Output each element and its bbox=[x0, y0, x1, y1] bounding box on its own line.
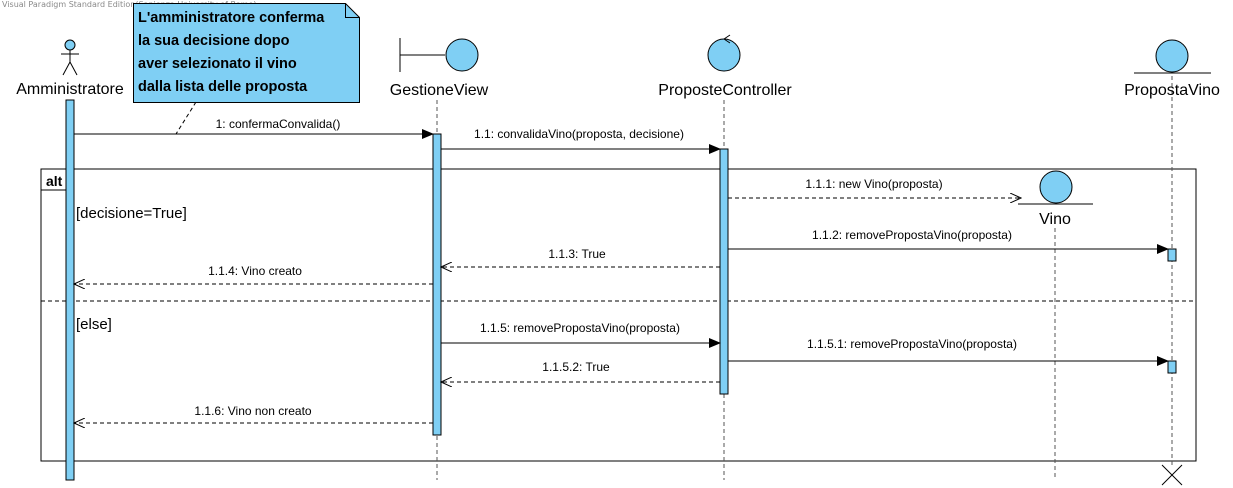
control-icon bbox=[707, 34, 741, 72]
message-1-1-5-2-label: 1.1.5.2: True bbox=[542, 360, 610, 374]
guard-else: [else] bbox=[76, 316, 112, 333]
actor-amministratore: Amministratore bbox=[16, 39, 124, 98]
watermark-text: Visual Paradigm Standard Edition(Sapienz… bbox=[2, 0, 257, 9]
message-1-1-2-label: 1.1.2: removePropostaVino(proposta) bbox=[812, 228, 1012, 242]
message-1-1-5-1: 1.1.5.1: removePropostaVino(proposta) bbox=[728, 337, 1169, 366]
activation-bars bbox=[65, 99, 1177, 481]
activation-propostavino-1 bbox=[1167, 248, 1177, 262]
note-line: aver selezionato il vino bbox=[138, 56, 297, 72]
message-1-1-5-label: 1.1.5: removePropostaVino(proposta) bbox=[480, 321, 680, 335]
message-1-1-3-label: 1.1.3: True bbox=[548, 247, 606, 261]
note: L'amministratore conferma la sua decisio… bbox=[133, 3, 360, 103]
entity-vino: Vino bbox=[1018, 170, 1093, 228]
alt-fragment: alt [decisione=True] [else] bbox=[40, 168, 1197, 462]
fragment-operator-label: alt bbox=[46, 173, 63, 189]
note-text: L'amministratore conferma la sua decisio… bbox=[138, 7, 353, 99]
message-1-1-4-label: 1.1.4: Vino creato bbox=[208, 264, 302, 278]
entity-vino-icon bbox=[1018, 170, 1093, 205]
activation-gestioneview bbox=[432, 133, 442, 436]
message-1-1-5: 1.1.5: removePropostaVino(proposta) bbox=[441, 321, 721, 348]
activation-amministratore bbox=[65, 99, 75, 481]
message-1-1-6-label: 1.1.6: Vino non creato bbox=[194, 404, 312, 418]
message-1-1-3: 1.1.3: True bbox=[441, 247, 720, 267]
message-1-1-2: 1.1.2: removePropostaVino(proposta) bbox=[728, 228, 1169, 254]
entity-vino-label: Vino bbox=[1039, 211, 1071, 228]
message-1-1-1-label: 1.1.1: new Vino(proposta) bbox=[805, 177, 942, 191]
message-1-1-1: 1.1.1: new Vino(proposta) bbox=[728, 177, 1021, 198]
activation-propostavino-2 bbox=[1167, 360, 1177, 374]
actor-label: Amministratore bbox=[16, 81, 124, 98]
entity-icon bbox=[1134, 39, 1211, 74]
note-line: L'amministratore conferma bbox=[138, 10, 325, 26]
boundary-icon bbox=[399, 38, 479, 72]
note-anchor-line bbox=[175, 101, 197, 135]
message-1: 1: confermaConvalida() bbox=[74, 117, 434, 139]
note-line: dalla lista delle proposta bbox=[138, 79, 308, 95]
actor-icon bbox=[61, 39, 79, 76]
entity-propostavino-label: PropostaVino bbox=[1124, 82, 1220, 99]
message-1-label: 1: confermaConvalida() bbox=[216, 117, 341, 131]
activation-propostecontroller bbox=[719, 148, 729, 395]
message-1-1-4: 1.1.4: Vino creato bbox=[74, 264, 433, 284]
control-label: ProposteController bbox=[658, 82, 792, 99]
message-1-1-5-2: 1.1.5.2: True bbox=[441, 360, 720, 382]
message-1-1-6: 1.1.6: Vino non creato bbox=[74, 404, 433, 423]
note-shape bbox=[133, 3, 360, 103]
guard-decisione-true: [decisione=True] bbox=[76, 205, 187, 222]
message-1-1: 1.1: convalidaVino(proposta, decisione) bbox=[441, 127, 721, 154]
boundary-gestioneview: GestioneView bbox=[390, 38, 489, 99]
message-1-1-5-1-label: 1.1.5.1: removePropostaVino(proposta) bbox=[807, 337, 1017, 351]
control-propostecontroller: ProposteController bbox=[658, 34, 792, 99]
message-1-1-label: 1.1: convalidaVino(proposta, decisione) bbox=[474, 127, 684, 141]
entity-propostavino: PropostaVino bbox=[1124, 39, 1220, 99]
boundary-label: GestioneView bbox=[390, 82, 489, 99]
note-line: la sua decisione dopo bbox=[138, 33, 290, 49]
destroy-icon bbox=[1161, 464, 1183, 486]
